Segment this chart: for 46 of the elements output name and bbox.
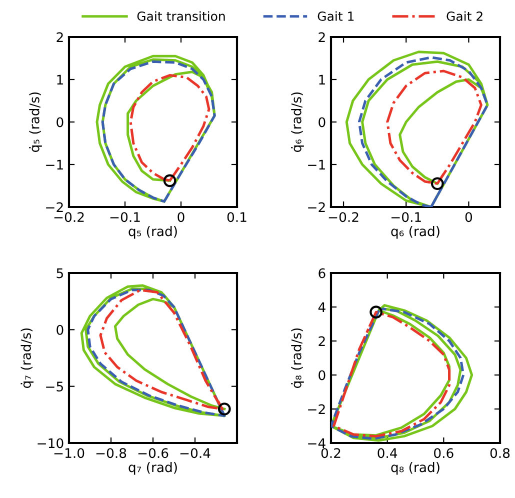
x-tick-label: −0.1 [391,212,421,222]
y-tick-label: 2 [318,32,325,42]
x-axis-title: q₈ (rad) [391,462,440,475]
x-axis-title: q₆ (rad) [391,226,440,239]
y-tick-label: −1 [308,160,325,170]
y-tick-label: 6 [318,268,326,278]
x-tick-label: −0.2 [54,212,84,222]
x-tick-label: −0.4 [180,448,210,458]
x-tick-label: 0.6 [434,448,454,458]
x-tick-label: 0 [465,212,472,222]
y-tick-label: 2 [318,336,325,346]
y-tick-label: −10 [38,438,64,448]
y-tick-label: 0 [318,370,326,380]
y-tick-label: −4 [308,438,326,448]
y-axis-title: q̇₅ (rad/s) [29,92,42,152]
y-tick-label: 2 [56,32,63,42]
x-tick-label: 0 [178,212,184,222]
y-tick-label: −5 [46,382,63,392]
y-tick-label: 5 [56,268,63,278]
legend-label: Gait transition [137,11,225,21]
x-tick-label: −0.6 [138,448,168,458]
y-tick-label: 1 [319,74,325,85]
y-tick-label: −2 [308,404,325,414]
x-tick-label: 0.8 [490,448,510,458]
x-axis-title: q₅ (rad) [128,226,177,239]
y-tick-label: 1 [57,74,63,85]
x-tick-label: 0.2 [321,448,340,458]
y-tick-label: −2 [46,202,63,212]
y-tick-label: 4 [318,302,326,312]
legend-label: Gait 1 [318,11,354,21]
x-tick-label: −0.1 [110,212,140,222]
x-tick-label: −0.2 [328,212,358,222]
x-tick-label: −0.8 [96,448,126,458]
y-tick-label: −1 [46,160,63,170]
y-tick-label: 0 [56,117,64,128]
x-axis-title: q₇ (rad) [128,462,177,475]
x-tick-label: 0.1 [227,212,246,222]
y-axis-title: q̇₇ (rad/s) [20,328,34,388]
y-axis-title: q̇₈ (rad/s) [291,328,304,388]
legend-label: Gait 2 [446,11,482,21]
y-axis-title: q̇₆ (rad/s) [291,92,304,152]
y-tick-label: −2 [308,202,325,212]
x-tick-label: 0.4 [378,448,398,458]
y-tick-label: 0 [56,324,64,335]
y-tick-label: 0 [318,117,326,128]
x-tick-label: −1.0 [54,448,84,458]
